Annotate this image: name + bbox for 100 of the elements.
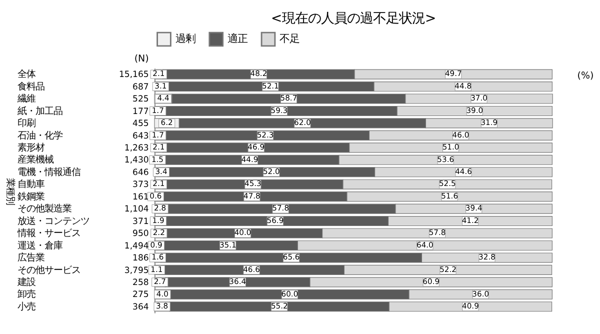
y2-tick-label: 1,494	[124, 241, 149, 252]
data-label: 35.1	[219, 240, 236, 250]
data-label: 44.9	[241, 154, 258, 164]
y2-tick-label: 258	[132, 278, 149, 288]
data-label: 55.2	[270, 302, 288, 311]
data-label: 1.9	[152, 216, 164, 225]
data-label: 53.6	[437, 154, 454, 164]
data-label: 52.5	[438, 179, 456, 188]
y-tick-label: 食料品	[18, 81, 45, 92]
data-label: 37.0	[470, 94, 488, 103]
y-tick-label: 産業機械	[18, 154, 54, 166]
y-tick-label: 紙・加工品	[18, 106, 63, 117]
y-tick-label: その他製造業	[18, 204, 72, 215]
y2-tick-label: 455	[132, 119, 149, 130]
y-tick-label: 素形材	[18, 142, 45, 154]
data-label: 49.7	[444, 69, 462, 78]
y2-tick-label: 15,165	[119, 70, 149, 80]
data-label: 3.1	[154, 81, 167, 90]
data-label: 39.4	[465, 204, 482, 213]
data-label: 3.4	[155, 167, 168, 176]
text: (N)	[134, 54, 149, 65]
data-label: 46.6	[243, 264, 260, 274]
data-label: 32.8	[478, 252, 496, 262]
data-label: 44.6	[455, 167, 472, 176]
data-label: 2.1	[152, 142, 165, 152]
data-label: 4.0	[156, 289, 169, 298]
y2-tick-label: 646	[132, 168, 149, 178]
data-label: 1.7	[152, 130, 164, 140]
y2-tick-label: 1,430	[124, 156, 149, 166]
data-label: 62.0	[294, 118, 312, 128]
y-tick-label: 情報・サービス	[16, 228, 81, 240]
y-tick-label: 自動車	[18, 179, 45, 190]
y-tick-label: 放送・コンテンツ	[18, 216, 90, 227]
data-label: 1.7	[152, 106, 164, 115]
y-tick-label: 電機・情報通信	[18, 166, 81, 178]
data-label: 41.2	[462, 216, 479, 225]
data-label: 52.3	[256, 130, 274, 140]
data-label: 46.9	[248, 142, 265, 152]
y2-tick-label: 364	[132, 302, 149, 312]
y2-tick-label: 373	[132, 180, 149, 190]
y-tick-label: 印刷	[18, 118, 36, 130]
text: (%)	[577, 70, 594, 82]
y2-tick-label: 950	[132, 229, 149, 240]
chart-title: <現在の人員の過不足状況>	[270, 12, 436, 27]
data-label: 65.6	[282, 252, 300, 262]
data-label: 4.4	[157, 94, 170, 103]
text: 業種別	[4, 178, 16, 205]
data-label: 59.3	[270, 106, 288, 115]
data-label: 52.2	[440, 264, 457, 274]
y2-tick-label: 275	[132, 290, 149, 300]
y-tick-label: 建設	[16, 277, 36, 288]
data-label: 46.0	[452, 130, 470, 140]
data-label: 36.0	[472, 289, 490, 298]
data-label: 1.5	[151, 154, 164, 164]
y2-tick-label: 371	[132, 216, 149, 227]
y-tick-label: 鉄鋼業	[18, 191, 45, 202]
data-label: 48.2	[250, 69, 268, 78]
data-label: 45.3	[244, 179, 262, 188]
data-label: 51.6	[441, 191, 458, 200]
y2-tick-label: 687	[132, 82, 149, 92]
data-label: 58.7	[280, 94, 298, 103]
data-label: 52.0	[262, 167, 280, 176]
data-label: 36.4	[229, 277, 246, 286]
y-tick-label: 繊維	[16, 94, 36, 105]
legend-label: 過剰	[175, 33, 196, 46]
y-tick-label: その他サービス	[18, 264, 81, 276]
data-label: 0.6	[150, 191, 162, 200]
data-label: 39.0	[466, 106, 484, 115]
y2-tick-label: 1,104	[124, 204, 149, 215]
data-label: 56.9	[266, 216, 284, 225]
y2-tick-label: 186	[132, 254, 149, 264]
data-label: 2.1	[152, 179, 165, 188]
y2-tick-label: 3,795	[124, 266, 149, 276]
data-label: 2.8	[154, 204, 166, 213]
data-label: 64.0	[416, 240, 434, 250]
y-tick-label: 運送・倉庫	[18, 240, 63, 252]
y-tick-label: 全体	[18, 69, 36, 80]
data-label: 6.2	[160, 118, 174, 128]
y2-tick-label: 161	[132, 192, 149, 202]
data-label: 2.1	[152, 69, 165, 78]
y-tick-label: 広告業	[18, 252, 45, 264]
y-tick-label: 石油・化学	[18, 130, 63, 142]
legend-label: 不足	[280, 33, 300, 46]
y-tick-label: 小売	[18, 301, 36, 312]
legend-label: 適正	[227, 33, 248, 46]
data-label: 40.0	[234, 228, 252, 238]
y-tick-label: 卸売	[18, 289, 36, 300]
data-label: 57.8	[428, 228, 446, 238]
data-label: 1.6	[152, 252, 164, 262]
data-label: 47.8	[244, 191, 261, 200]
data-label: 2.2	[152, 228, 166, 238]
data-label: 44.8	[454, 81, 472, 90]
data-label: 51.0	[442, 142, 460, 152]
data-label: 60.0	[281, 289, 298, 298]
data-label: 2.7	[154, 277, 166, 286]
y2-tick-label: 525	[132, 94, 149, 105]
y2-tick-label: 1,263	[124, 144, 149, 154]
data-label: 40.9	[462, 302, 480, 311]
data-label: 52.1	[262, 81, 280, 90]
y2-tick-label: 643	[132, 131, 149, 142]
